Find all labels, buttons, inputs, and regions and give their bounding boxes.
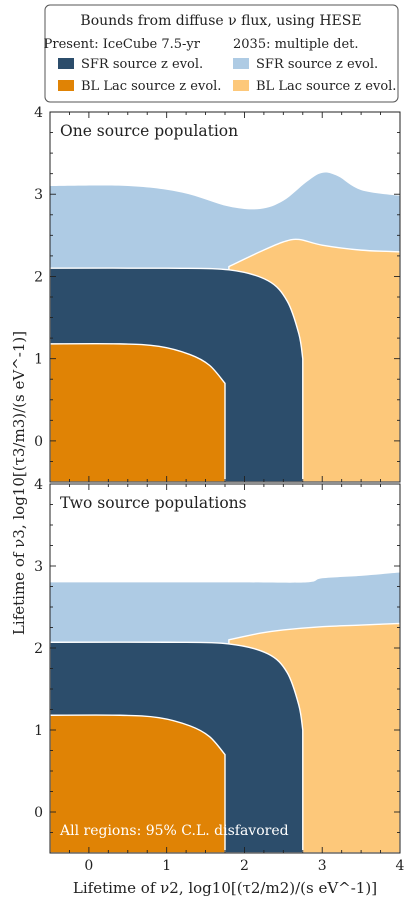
y-tick-label: 2: [34, 269, 43, 285]
y-tick-label: 3: [34, 559, 43, 575]
x-tick-label: 4: [396, 858, 405, 874]
legend-label-bllac-present: BL Lac source z evol.: [81, 79, 221, 94]
x-tick-label: 1: [162, 858, 171, 874]
legend-col1-header: Present: IceCube 7.5-yr: [44, 37, 201, 52]
legend-swatch-sfr-2035: [233, 58, 249, 69]
y-tick-label: 1: [34, 723, 43, 739]
panel-title: Two source populations: [60, 494, 247, 512]
panel-two-source: 0 1 2 3 4 0 1 2 3 4 Two source populations All regi…: [34, 477, 404, 874]
x-axis-label: Lifetime of ν2, log10[(τ2/m2)/(s eV^-1)]: [73, 879, 377, 897]
legend-frame: [44, 4, 399, 103]
y-tick-label: 0: [34, 805, 43, 821]
legend-swatch-bllac-2035: [233, 80, 249, 91]
legend-col2-header: 2035: multiple det.: [233, 37, 359, 52]
y-tick-label: 2: [34, 641, 43, 657]
x-tick-label: 0: [84, 858, 93, 874]
legend-label-sfr-2035: SFR source z evol.: [256, 57, 378, 72]
x-tick-label: 3: [318, 858, 327, 874]
panel-one-source: 0 1 2 3 4 One source population: [34, 105, 401, 483]
y-tick-label: 4: [34, 477, 43, 493]
panel-annotation: All regions: 95% C.L. disfavored: [59, 823, 289, 839]
area-bllac-present: [50, 714, 226, 853]
legend-swatch-sfr-present: [58, 58, 74, 69]
area-bllac-present: [50, 342, 226, 482]
legend-title: Bounds from diffuse ν flux, using HESE: [80, 13, 361, 29]
panel-title: One source population: [60, 122, 238, 140]
x-tick-label: 2: [240, 858, 249, 874]
y-axis-label: Lifetime of ν3, log10[(τ3/m3)/(s eV^-1)]: [10, 331, 28, 635]
legend-label-bllac-2035: BL Lac source z evol.: [256, 79, 396, 94]
legend-label-sfr-present: SFR source z evol.: [81, 57, 203, 72]
y-tick-label: 4: [34, 105, 43, 121]
y-tick-label: 1: [34, 352, 43, 368]
legend: Bounds from diffuse ν flux, using HESE P…: [44, 4, 399, 103]
legend-swatch-bllac-present: [58, 80, 74, 91]
y-tick-label: 3: [34, 187, 43, 203]
y-tick-label: 0: [34, 434, 43, 450]
